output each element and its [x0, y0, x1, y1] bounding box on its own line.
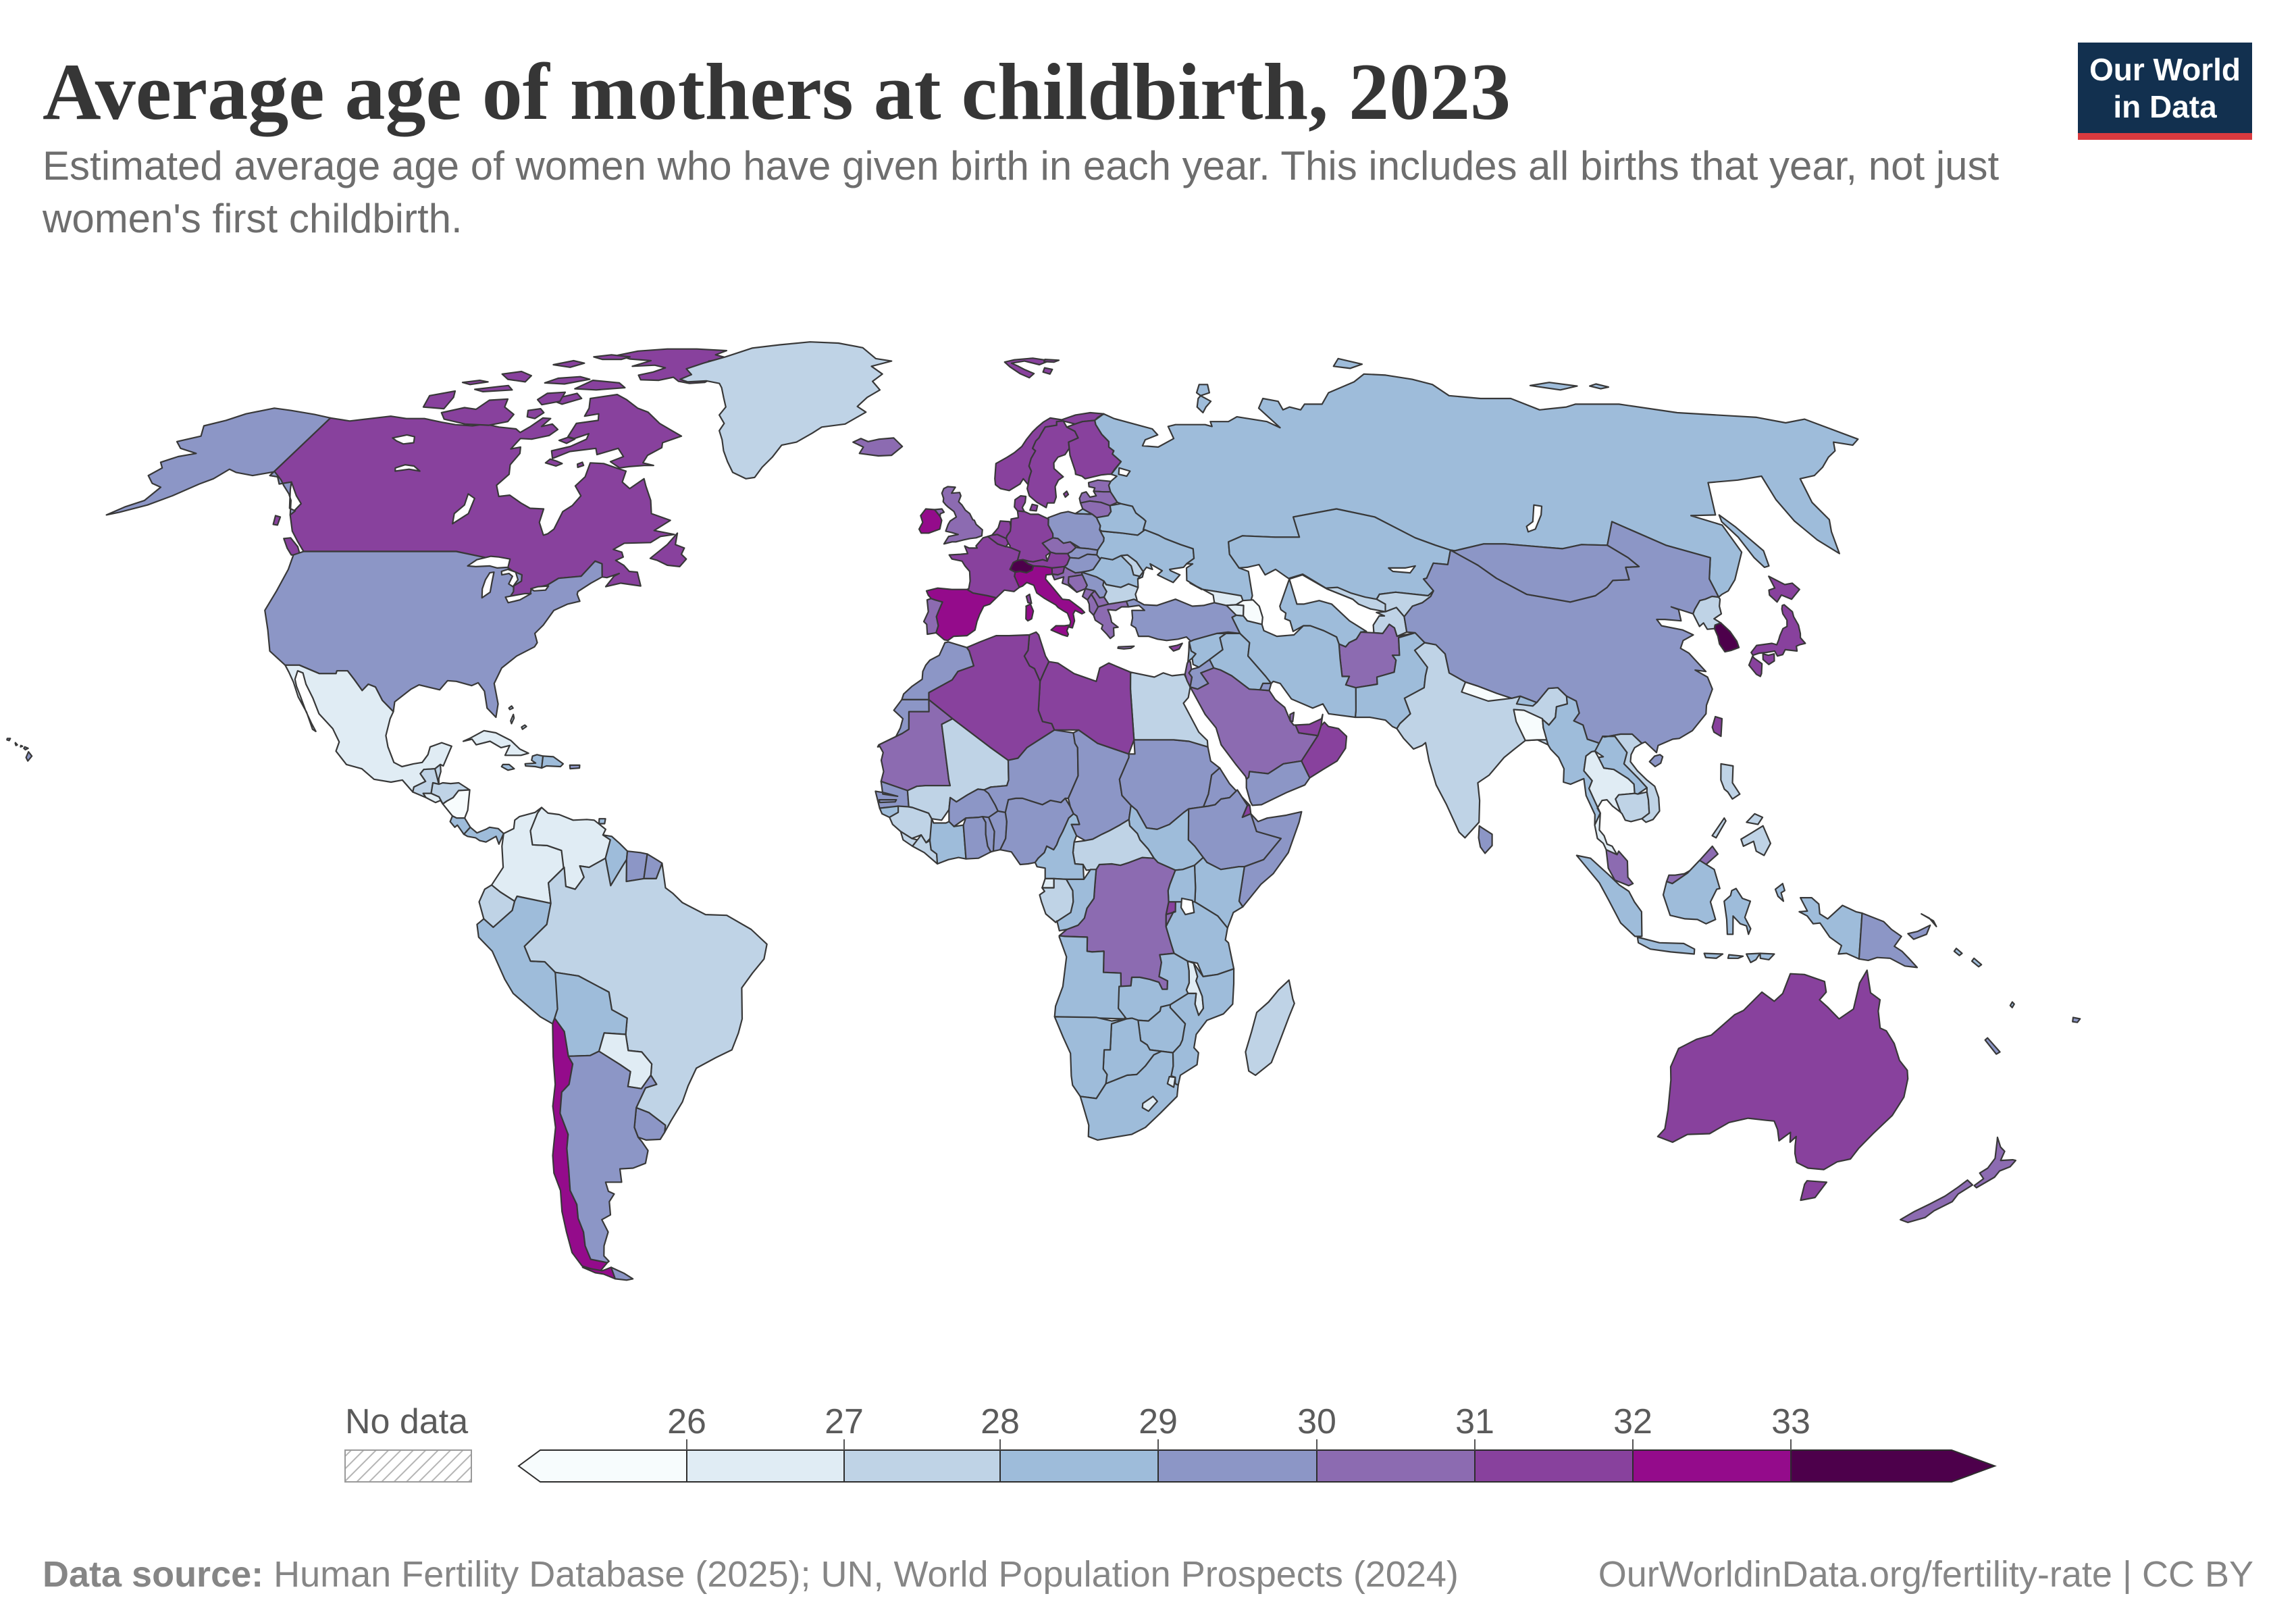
svg-text:30: 30: [1297, 1402, 1336, 1441]
svg-text:32: 32: [1613, 1402, 1652, 1441]
svg-text:31: 31: [1455, 1402, 1494, 1441]
svg-text:29: 29: [1139, 1402, 1178, 1441]
svg-text:33: 33: [1771, 1402, 1810, 1441]
svg-text:27: 27: [825, 1402, 864, 1441]
svg-text:No data: No data: [345, 1402, 468, 1441]
svg-text:28: 28: [981, 1402, 1020, 1441]
svg-text:26: 26: [667, 1402, 706, 1441]
